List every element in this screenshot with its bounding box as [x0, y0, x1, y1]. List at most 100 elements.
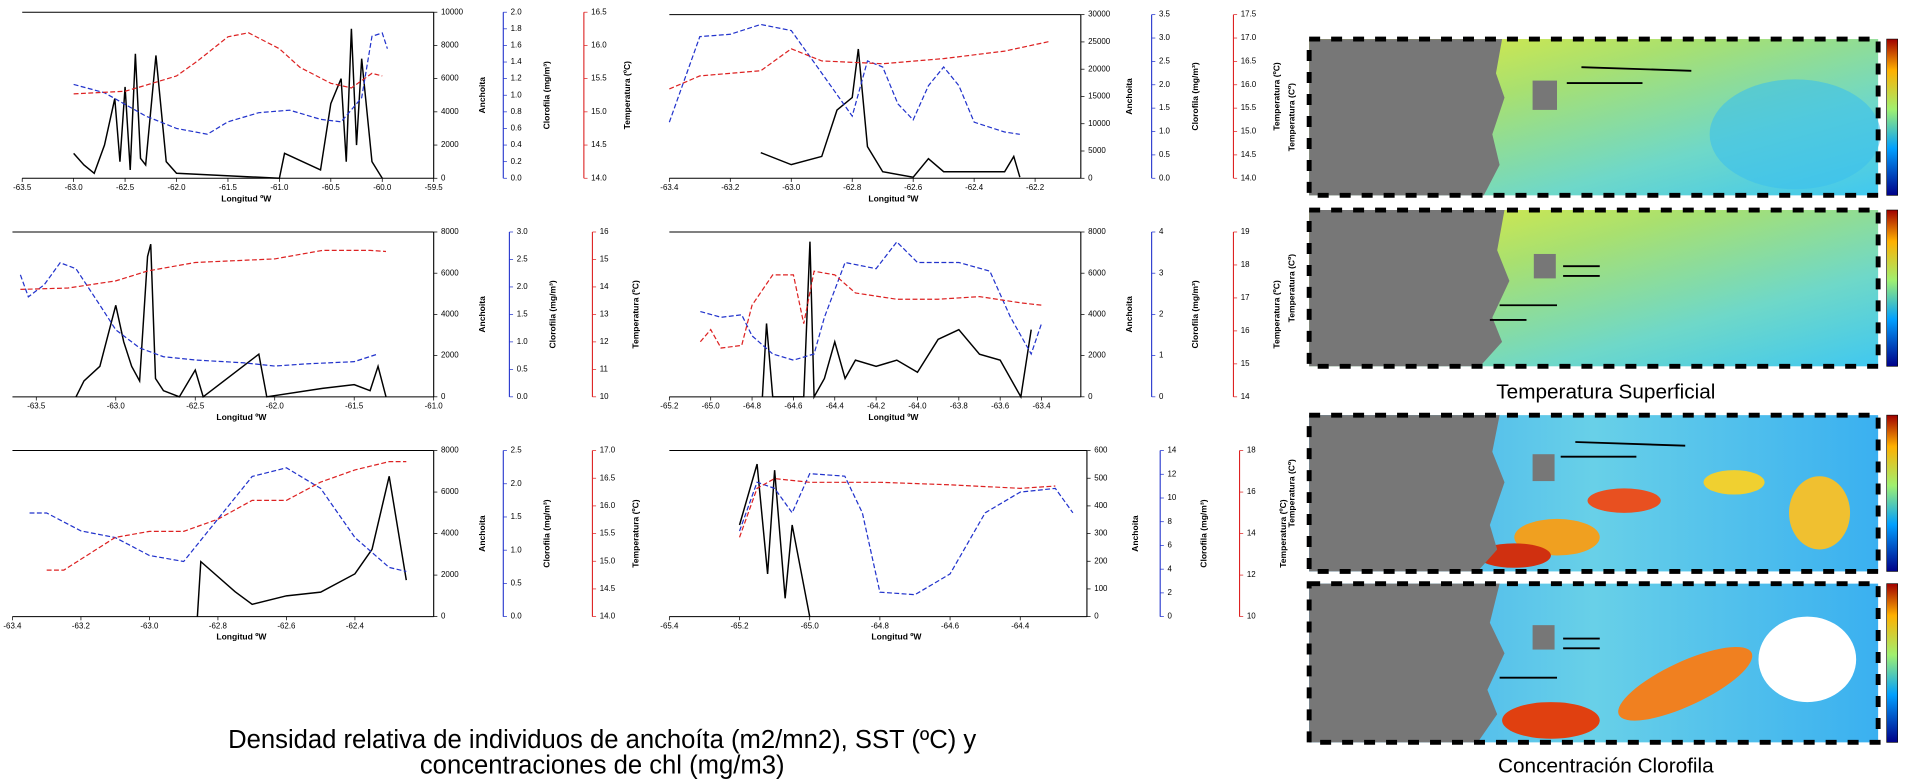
y3-tick-label: 12: [600, 337, 609, 346]
y2-tick-label: 0.6: [511, 124, 523, 133]
y2-tick-label: 4: [1168, 564, 1173, 573]
x-tick-label: -60.0: [373, 183, 392, 192]
x-tick-label: -65.2: [730, 621, 748, 630]
y-tick-label: 10000: [441, 7, 464, 16]
y-tick-label: 400: [1094, 501, 1108, 510]
y3-tick-label: 17.0: [600, 446, 616, 455]
figure-caption: concentraciones de chl (mg/m3): [420, 752, 785, 779]
x-tick-label: -61.5: [345, 402, 364, 411]
x-tick-label: -65.2: [660, 402, 678, 411]
y-tick-label: 0: [1088, 173, 1093, 182]
data-line: [738, 477, 1056, 538]
y2-tick-label: 0.0: [511, 173, 523, 182]
x-tick-label: -63.4: [3, 621, 22, 630]
x-axis-label: Longitud ºW: [871, 632, 922, 642]
y-tick-label: 4000: [1088, 310, 1106, 319]
x-tick-label: -65.4: [660, 621, 679, 630]
data-line: [738, 463, 811, 617]
y2-tick-label: 3.5: [1159, 10, 1171, 19]
y2-tick-label: 1.8: [511, 24, 523, 33]
x-axis-label: Longitud ºW: [216, 632, 267, 642]
y3-tick-label: 14: [1247, 529, 1256, 538]
y2-tick-label: 1.5: [511, 512, 523, 521]
x-tick-label: -62.2: [1026, 183, 1044, 192]
x-tick-label: -64.6: [784, 402, 803, 411]
figure-caption: Densidad relativa de individuos de ancho…: [228, 726, 976, 754]
data-line: [761, 241, 1032, 400]
y3-tick-label: 19: [1241, 227, 1250, 236]
y2-tick-label: 0.8: [511, 107, 523, 116]
y3-tick-label: 10: [600, 392, 609, 401]
y3-tick-label: 10: [1247, 612, 1256, 621]
y3-tick-label: 14: [1241, 392, 1250, 401]
y3-tick-label: 14.0: [600, 612, 616, 621]
y-tick-label: 4000: [441, 107, 459, 116]
y-axis-label: Anchoita: [1124, 296, 1134, 333]
y3-tick-label: 15.5: [1241, 103, 1257, 112]
y-axis-label: Anchoita: [477, 296, 487, 333]
y3-tick-label: 16.5: [591, 7, 607, 16]
y-axis-label: Anchoita: [1124, 78, 1134, 115]
x-tick-label: -65.0: [801, 621, 820, 630]
y-tick-label: 25000: [1088, 37, 1111, 46]
data-line: [699, 270, 1042, 349]
y-axis-label: Anchoita: [477, 77, 487, 114]
y3-axis-label: Temperatura (ºC): [622, 61, 632, 130]
y3-tick-label: 14.0: [1241, 173, 1257, 182]
y2-axis-label: Clorofila (mg/m³): [1198, 499, 1208, 567]
y2-axis-label: Clorofila (mg/m³): [1190, 62, 1200, 130]
x-axis-label: Longitud ºW: [221, 193, 272, 203]
x-tick-label: -64.4: [826, 402, 845, 411]
data-line: [669, 40, 1051, 90]
map-y-label: Temperatura (Cº): [1286, 459, 1296, 528]
y2-tick-label: 2.5: [511, 446, 523, 455]
x-tick-label: -63.8: [950, 402, 969, 411]
y2-tick-label: 3.0: [1159, 33, 1171, 42]
y2-tick-label: 1.0: [1159, 127, 1171, 136]
y-tick-label: 30000: [1088, 10, 1111, 19]
y3-tick-label: 15.5: [591, 74, 607, 83]
y2-tick-label: 1.5: [517, 310, 529, 319]
y-tick-label: 2000: [441, 140, 459, 149]
x-tick-label: -63.5: [27, 402, 46, 411]
data-line: [19, 262, 379, 367]
y3-axis-label: Temperatura (ºC): [1278, 499, 1288, 568]
y2-tick-label: 2.0: [517, 282, 529, 291]
y2-tick-label: 0: [1159, 392, 1164, 401]
y-tick-label: 500: [1094, 473, 1108, 482]
y3-tick-label: 15.0: [1241, 127, 1257, 136]
y2-tick-label: 14: [1168, 446, 1177, 455]
y3-tick-label: 16.0: [1241, 80, 1257, 89]
y2-tick-label: 1.5: [1159, 103, 1171, 112]
y3-tick-label: 16: [1241, 326, 1250, 335]
y2-tick-label: 0: [1168, 612, 1173, 621]
map-panel: [1306, 36, 1898, 198]
y-tick-label: 4000: [441, 310, 459, 319]
y-tick-label: 20000: [1088, 64, 1111, 73]
x-tick-label: -63.2: [721, 183, 739, 192]
y2-tick-label: 0.0: [511, 612, 523, 621]
map-caption: Concentración Clorofila: [1498, 754, 1714, 777]
x-tick-label: -61.0: [425, 402, 444, 411]
y2-tick-label: 0.5: [1159, 150, 1171, 159]
y2-tick-label: 2.5: [517, 255, 529, 264]
y3-tick-label: 17.0: [1241, 33, 1257, 42]
y-tick-label: 0: [441, 173, 446, 182]
y2-axis-label: Clorofila (mg/m³): [1190, 280, 1200, 348]
y3-tick-label: 16.5: [1241, 56, 1257, 65]
x-axis-label: Longitud ºW: [216, 412, 267, 422]
x-axis-label: Longitud ºW: [868, 412, 919, 422]
y2-tick-label: 2: [1159, 310, 1163, 319]
x-tick-label: -62.8: [843, 183, 862, 192]
y-tick-label: 8000: [441, 41, 459, 50]
y-tick-label: 2000: [441, 570, 459, 579]
y2-tick-label: 2.0: [511, 479, 523, 488]
y2-tick-label: 4: [1159, 227, 1164, 236]
y3-tick-label: 18: [1247, 446, 1256, 455]
y2-tick-label: 1.6: [511, 41, 523, 50]
y2-tick-label: 0.2: [511, 157, 522, 166]
y-tick-label: 2000: [441, 351, 459, 360]
x-tick-label: -63.2: [72, 621, 90, 630]
y-tick-label: 600: [1094, 446, 1108, 455]
